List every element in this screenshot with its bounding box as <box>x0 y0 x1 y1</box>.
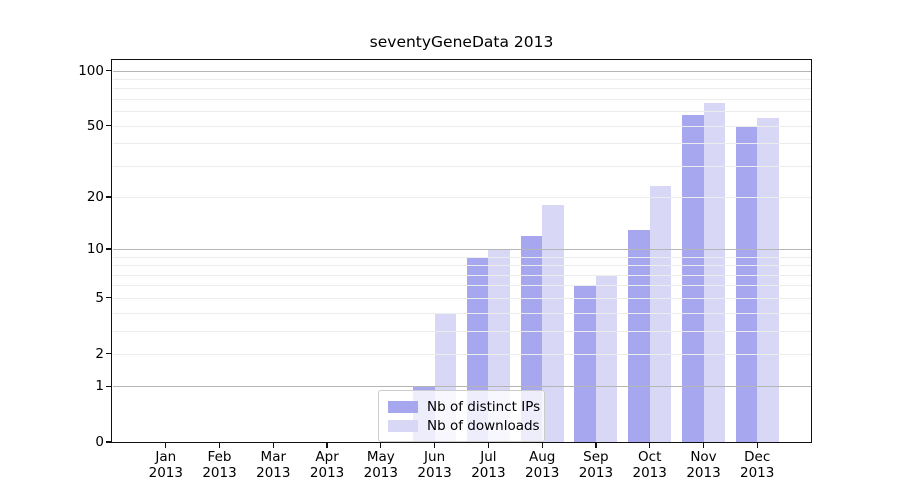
x-tick-month: Oct <box>638 449 662 465</box>
legend-swatch-downloads <box>388 419 418 432</box>
y-tick-label-2: 2 <box>95 345 104 362</box>
x-tick-month: Nov <box>690 449 717 465</box>
x-tick-year: 2013 <box>471 464 506 481</box>
x-tick-month: Dec <box>744 449 771 465</box>
x-tick-year: 2013 <box>686 464 721 481</box>
x-tick-month: Feb <box>207 449 232 465</box>
x-tick-label-feb: Feb 2013 <box>185 449 255 481</box>
x-tick-oct <box>649 443 651 448</box>
x-tick-label-apr: Apr 2013 <box>292 449 362 481</box>
x-tick-month: May <box>366 449 395 465</box>
x-tick-nov <box>702 443 705 448</box>
x-tick-label-may: May 2013 <box>346 449 416 481</box>
x-tick-label-nov: Nov 2013 <box>669 449 739 481</box>
x-tick-aug <box>541 443 543 448</box>
x-tick-year: 2013 <box>363 464 398 481</box>
x-tick-label-oct: Oct 2013 <box>615 449 685 481</box>
legend-label-distinct-ips: Nb of distinct IPs <box>427 398 541 415</box>
x-tick-year: 2013 <box>417 464 452 481</box>
legend: Nb of distinct IPs Nb of downloads <box>378 390 545 442</box>
legend-swatch-distinct-ips <box>388 400 418 413</box>
y-tick-label-100: 100 <box>78 62 104 79</box>
chart-title: seventyGeneData 2013 <box>369 33 554 51</box>
legend-label-downloads: Nb of downloads <box>427 417 540 434</box>
x-tick-label-jun: Jun 2013 <box>400 449 470 481</box>
legend-item-distinct-ips: Nb of distinct IPs <box>388 397 540 416</box>
x-tick-month: Jan <box>155 449 177 465</box>
x-tick-label-dec: Dec 2013 <box>722 449 792 481</box>
x-tick-label-mar: Mar 2013 <box>238 449 308 481</box>
x-tick-label-aug: Aug 2013 <box>507 449 577 481</box>
x-tick-dec <box>756 443 758 448</box>
x-tick-year: 2013 <box>578 464 614 481</box>
y-tick-label-20: 20 <box>86 189 104 205</box>
x-tick-year: 2013 <box>632 464 667 481</box>
x-tick-jun <box>434 443 436 448</box>
legend-item-downloads: Nb of downloads <box>388 416 540 435</box>
x-tick-year: 2013 <box>148 464 183 481</box>
x-tick-year: 2013 <box>740 464 775 481</box>
x-tick-year: 2013 <box>256 464 291 481</box>
x-tick-apr <box>326 443 328 448</box>
x-tick-month: Aug <box>529 449 556 465</box>
y-tick-label-5: 5 <box>95 289 104 306</box>
x-tick-label-jul: Jul 2013 <box>453 449 523 481</box>
x-tick-label-jan: Jan 2013 <box>131 449 201 481</box>
x-tick-year: 2013 <box>525 464 560 481</box>
x-tick-sep <box>595 443 597 448</box>
y-tick-label-50: 50 <box>86 117 104 134</box>
plot-border <box>111 59 812 443</box>
x-tick-label-sep: Sep 2013 <box>561 449 631 481</box>
x-tick-jul <box>487 443 489 448</box>
x-tick-month: Jun <box>424 449 446 465</box>
x-tick-year: 2013 <box>202 464 237 481</box>
x-tick-year: 2013 <box>309 464 345 481</box>
x-tick-month: Jul <box>480 449 497 465</box>
y-tick-label-0: 0 <box>95 434 104 450</box>
x-tick-feb <box>218 443 221 448</box>
x-tick-month: Mar <box>260 449 287 465</box>
x-tick-month: Sep <box>583 449 609 465</box>
x-tick-mar <box>272 443 274 448</box>
x-tick-jan <box>165 443 167 448</box>
x-tick-may <box>380 443 382 448</box>
y-tick-label-10: 10 <box>86 241 104 258</box>
y-tick-label-1: 1 <box>95 378 104 395</box>
x-tick-month: Apr <box>315 449 339 465</box>
